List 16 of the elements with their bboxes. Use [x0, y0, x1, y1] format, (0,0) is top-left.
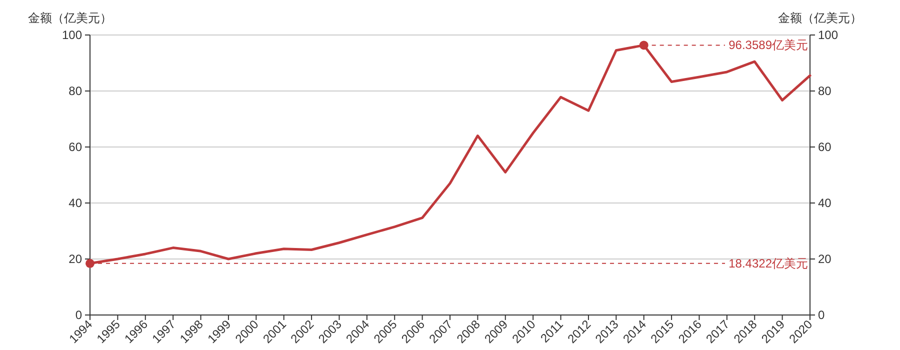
y2-tick-label: 100 — [818, 28, 838, 42]
y-tick-label: 20 — [68, 252, 82, 266]
y2-axis-title: 金额（亿美元） — [778, 11, 862, 25]
ref-line-label: 96.3589亿美元 — [728, 38, 808, 52]
y-tick-label: 80 — [68, 84, 82, 98]
ref-line-label: 18.4322亿美元 — [728, 256, 808, 270]
y-axis-title: 金额（亿美元） — [28, 11, 112, 25]
y2-tick-label: 60 — [818, 140, 832, 154]
y2-tick-label: 20 — [818, 252, 832, 266]
y2-tick-label: 0 — [818, 308, 825, 322]
y-tick-label: 40 — [68, 196, 82, 210]
y2-tick-label: 80 — [818, 84, 832, 98]
y2-tick-label: 40 — [818, 196, 832, 210]
y-tick-label: 60 — [68, 140, 82, 154]
y-tick-label: 0 — [75, 308, 82, 322]
y-tick-label: 100 — [62, 28, 82, 42]
